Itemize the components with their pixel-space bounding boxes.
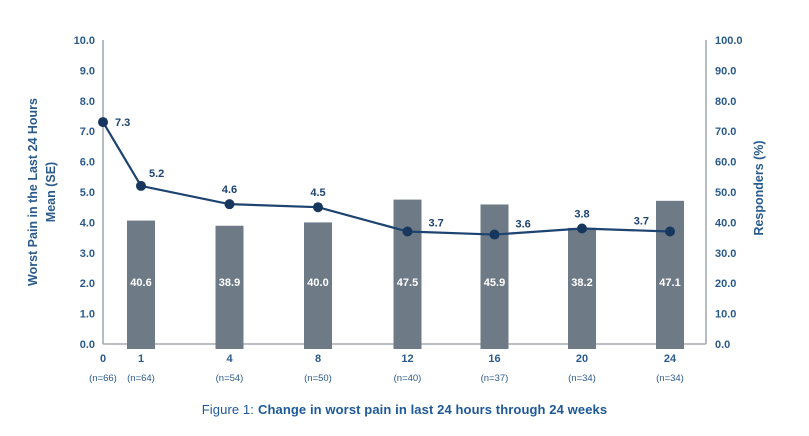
responders-bar	[568, 227, 596, 349]
responders-bar	[304, 222, 332, 349]
left-axis-tick-label: 6.0	[80, 157, 95, 169]
figure-caption-text: Change in worst pain in last 24 hours th…	[257, 402, 608, 417]
pain-mean-marker	[313, 202, 323, 213]
responders-bar	[480, 204, 509, 349]
sample-size-label: (n=40)	[394, 373, 422, 384]
pain-mean-marker	[136, 180, 146, 191]
sample-size-label: (n=64)	[127, 373, 155, 384]
responders-bar	[127, 220, 155, 349]
pain-mean-marker	[577, 223, 587, 234]
pain-mean-marker	[402, 226, 413, 237]
right-axis-tick-label: 50.0	[715, 187, 736, 199]
left-axis-tick-label: 9.0	[80, 65, 95, 77]
pain-mean-value-label: 5.2	[149, 168, 164, 180]
responders-bar	[215, 225, 244, 349]
left-axis-tick-label: 1.0	[80, 309, 95, 321]
week-tick-label: 8	[315, 353, 321, 365]
left-axis-tick-label: 5.0	[80, 187, 95, 199]
left-axis-tick-label: 4.0	[80, 217, 95, 229]
pain-mean-value-label: 3.7	[429, 218, 444, 230]
right-axis-tick-label: 60.0	[715, 157, 736, 169]
week-tick-label: 16	[488, 353, 500, 365]
pain-mean-marker	[98, 117, 108, 128]
pain-mean-marker	[665, 226, 675, 237]
left-axis-title-line1: Worst Pain in the Last 24 Hours	[26, 98, 40, 286]
pain-mean-line	[102, 121, 671, 236]
responders-bar-value-label: 47.5	[397, 277, 418, 289]
sample-size-label: (n=34)	[568, 373, 596, 384]
sample-size-label: (n=50)	[304, 373, 332, 384]
responders-bar-value-label: 40.0	[307, 277, 328, 289]
right-axis-tick-label: 20.0	[715, 278, 736, 290]
pain-mean-value-label: 3.6	[516, 219, 531, 231]
chart-canvas: 40.6 38.9 40.0 47.5 45.9 38.2 47.17.35.24.6 4.5…	[26, 35, 766, 384]
pain-responders-chart: 40.6 38.9 40.0 47.5 45.9 38.2 47.1 7.3 5.2 4.6 4.5…	[26, 35, 766, 384]
right-axis-tick-label: 0.0	[715, 339, 730, 351]
week-tick-label: 12	[401, 353, 413, 365]
sample-size-label: (n=37)	[481, 373, 509, 384]
figure-caption-prefix: Figure 1:	[201, 402, 254, 417]
left-axis-tick-label: 8.0	[80, 96, 95, 108]
left-axis-title-line2: Mean (SE)	[44, 162, 58, 222]
responders-bar-value-label: 40.6	[130, 277, 151, 289]
pain-mean-marker	[489, 229, 500, 240]
week-tick-label: 1	[138, 353, 144, 365]
pain-mean-value-label: 4.5	[310, 187, 325, 199]
left-axis-tick-label: 10.0	[74, 35, 95, 47]
responders-bar-value-label: 45.9	[484, 277, 505, 289]
pain-mean-value-label: 4.6	[222, 184, 237, 196]
left-axis-tick-label: 2.0	[80, 278, 95, 290]
right-axis-tick-label: 70.0	[715, 126, 736, 138]
left-axis-tick-label: 7.0	[80, 126, 95, 138]
left-axis-tick-label: 0.0	[80, 339, 95, 351]
right-axis-tick-label: 90.0	[715, 65, 736, 77]
pain-mean-value-label: 7.3	[115, 117, 130, 129]
responders-bar	[393, 199, 422, 349]
week-tick-label: 24	[664, 353, 677, 365]
week-tick-label: 4	[226, 353, 233, 365]
sample-size-label: (n=34)	[656, 373, 684, 384]
sample-size-label: (n=66)	[89, 373, 117, 384]
week-tick-label: 20	[576, 353, 588, 365]
responders-bar-value-label: 47.1	[659, 277, 680, 289]
right-axis-tick-label: 10.0	[715, 309, 736, 321]
right-axis-title: Responders (%)	[752, 140, 766, 235]
left-axis-tick-label: 3.0	[80, 248, 95, 260]
week-tick-label: 0	[100, 353, 106, 365]
right-axis-tick-label: 100.0	[715, 35, 743, 47]
responders-bar	[656, 200, 684, 349]
responders-bar-value-label: 38.2	[571, 277, 592, 289]
pain-mean-marker	[224, 199, 235, 210]
right-axis-tick-label: 30.0	[715, 248, 736, 260]
right-axis-tick-label: 40.0	[715, 217, 736, 229]
responders-bar-value-label: 38.9	[219, 277, 240, 289]
right-axis-tick-label: 80.0	[715, 96, 736, 108]
pain-mean-value-label: 3.7	[634, 216, 649, 228]
sample-size-label: (n=54)	[216, 373, 244, 384]
pain-mean-value-label: 3.8	[574, 208, 589, 220]
figure-caption: Figure 1: Change in worst pain in last 24…	[0, 402, 809, 417]
